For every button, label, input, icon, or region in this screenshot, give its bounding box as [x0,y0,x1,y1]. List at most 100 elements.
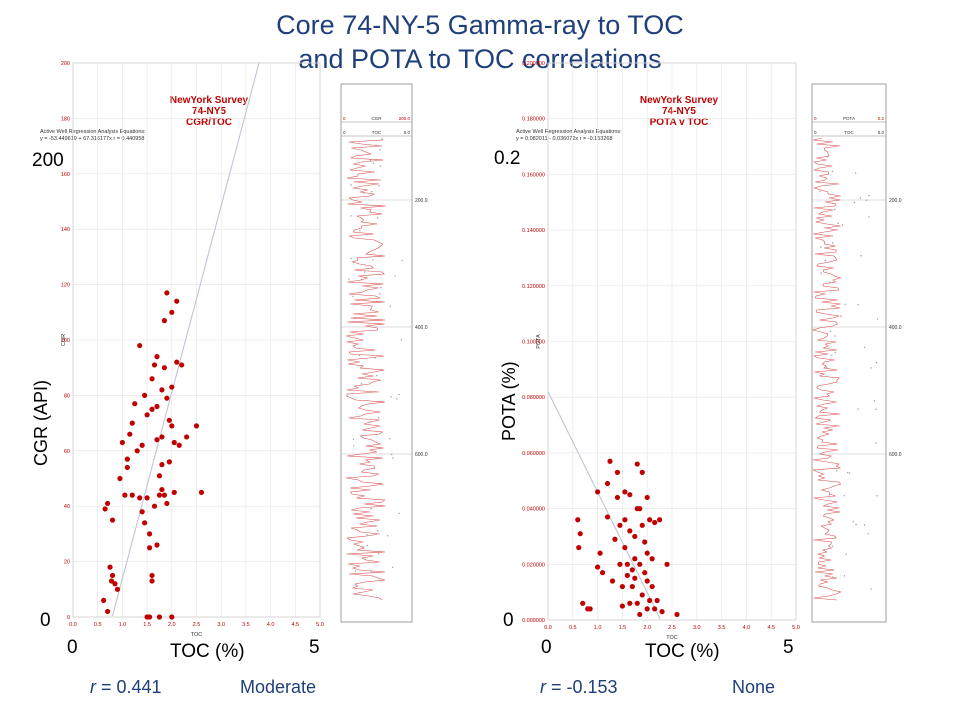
right-log-label2: TOC [844,130,854,135]
left-data-point [159,462,165,468]
left-log-dot [376,217,379,219]
right-data-point [629,583,635,590]
left-data-point [114,586,121,592]
left-data-point [146,545,153,551]
right-log-dot [841,224,844,226]
right-x-max-label: 5 [783,637,794,658]
left-data-point [109,572,116,579]
right-log-dot [868,216,870,218]
left-data-point [156,614,163,620]
right-y-small-label: POTA [536,334,542,349]
right-log-dot [863,524,866,526]
right-r-value: r = -0.153 [540,677,618,698]
left-log-dot [372,259,374,261]
right-r-symbol: r [540,677,546,697]
left-log-dot [364,558,367,561]
left-x-min-label: 0 [67,637,78,658]
right-data-point [637,506,643,512]
left-x-tick: 2.5 [193,622,201,628]
left-data-point [164,500,170,507]
right-data-point [595,489,601,495]
left-log-dot [379,165,382,167]
left-log-dot [401,259,404,262]
left-data-point [137,495,143,501]
right-chart-header-2: POTA v TOC [650,117,709,128]
right-data-point [637,611,643,618]
right-depth-label: 400.0 [889,325,902,331]
left-data-point [151,503,158,509]
left-log-dot [394,275,396,277]
right-log-dot [876,318,879,320]
left-data-point [108,578,115,584]
left-x-tick: 3.0 [217,622,225,628]
right-log-val2a: 0 [814,130,817,135]
right-log-dot [873,400,876,402]
left-y-tick: 80 [64,393,70,399]
right-y-tick: 0.180000 [522,117,545,123]
left-log-dot [360,383,363,385]
right-r-number: = -0.153 [546,677,618,697]
left-y-tick: 180 [61,116,70,122]
left-log-val2a: 0 [343,130,346,135]
left-depth-label: 600.0 [415,452,428,458]
right-x-tick: 1.0 [594,625,602,631]
left-x-tick: 4.5 [291,622,299,628]
left-data-point [198,489,205,495]
right-regression-line [547,391,661,620]
right-x-tick: 0.5 [569,625,577,631]
right-data-point [614,494,621,501]
right-data-point [612,536,618,542]
left-data-point [107,564,113,570]
right-y-tick: 0.060000 [522,451,545,457]
right-data-point [654,597,660,604]
left-data-point [171,489,177,495]
right-data-point [647,517,653,523]
left-y-min-label: 0 [40,610,51,631]
right-log-dot [870,367,872,369]
left-x-tick: 1.5 [143,622,151,628]
left-x-tick: 0.0 [69,622,77,628]
left-data-point [149,572,155,579]
left-log-dot [392,457,394,459]
left-data-point [159,486,165,493]
right-log-dot [819,190,821,193]
left-log-dot [375,144,377,146]
left-data-point [146,614,153,620]
right-x-tick: 3.0 [693,625,701,631]
left-regression-line [111,63,260,617]
right-eq-heading: Active Well Regression Analysis Equation… [516,129,622,135]
left-data-point [149,578,155,584]
left-y-small-label: CGR [61,334,67,346]
left-data-point [169,614,175,620]
left-eq-heading: Active Well Regression Analysis Equation… [40,129,146,135]
left-data-point [161,365,167,371]
right-x-min-label: 0 [541,637,552,658]
left-depth-label: 200.0 [415,198,428,204]
left-data-point [101,597,107,603]
left-log-dot [378,185,380,187]
left-log-dot [390,453,393,456]
right-data-point [659,609,665,615]
right-y-tick: 0.160000 [522,172,545,178]
right-data-point [644,494,650,501]
left-data-point [154,354,160,360]
right-strength: None [732,677,776,697]
left-y-tick: 120 [61,283,70,289]
right-data-point [634,600,640,606]
left-log-dot [400,339,402,341]
left-log-dot [369,421,371,423]
left-data-point [132,401,138,407]
left-log-dot [363,192,365,194]
left-log-dot [366,534,368,536]
left-data-point [166,459,172,465]
left-r-number: = 0.441 [96,677,162,697]
left-data-point [169,384,175,390]
left-data-point [119,439,125,446]
left-log-val2b: 5.0 [404,130,411,135]
left-data-point [154,542,160,548]
left-data-point [149,406,155,412]
right-log-track-frame [811,83,887,623]
left-data-point [112,581,118,587]
left-log-dot [380,286,382,289]
